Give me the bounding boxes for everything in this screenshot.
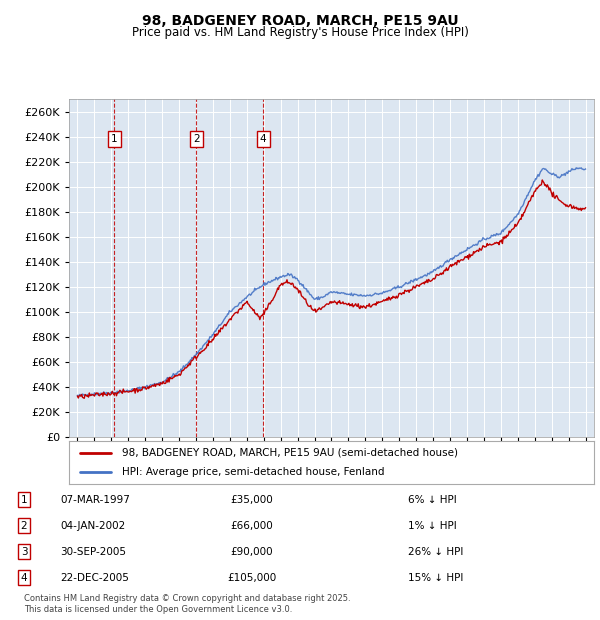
Text: 3: 3 — [20, 547, 28, 557]
Text: 2: 2 — [193, 135, 199, 144]
Text: 1: 1 — [20, 495, 28, 505]
Text: 07-MAR-1997: 07-MAR-1997 — [60, 495, 130, 505]
Text: 6% ↓ HPI: 6% ↓ HPI — [408, 495, 457, 505]
Text: 4: 4 — [20, 573, 28, 583]
Text: 15% ↓ HPI: 15% ↓ HPI — [408, 573, 463, 583]
Text: £35,000: £35,000 — [230, 495, 274, 505]
Text: 04-JAN-2002: 04-JAN-2002 — [60, 521, 125, 531]
Text: £66,000: £66,000 — [230, 521, 274, 531]
Text: 30-SEP-2005: 30-SEP-2005 — [60, 547, 126, 557]
Text: 98, BADGENEY ROAD, MARCH, PE15 9AU (semi-detached house): 98, BADGENEY ROAD, MARCH, PE15 9AU (semi… — [121, 448, 458, 458]
Text: £90,000: £90,000 — [230, 547, 274, 557]
Text: 1: 1 — [111, 135, 118, 144]
Text: 1% ↓ HPI: 1% ↓ HPI — [408, 521, 457, 531]
Text: Price paid vs. HM Land Registry's House Price Index (HPI): Price paid vs. HM Land Registry's House … — [131, 26, 469, 39]
Text: HPI: Average price, semi-detached house, Fenland: HPI: Average price, semi-detached house,… — [121, 467, 384, 477]
Text: 22-DEC-2005: 22-DEC-2005 — [60, 573, 129, 583]
Text: 26% ↓ HPI: 26% ↓ HPI — [408, 547, 463, 557]
Text: 2: 2 — [20, 521, 28, 531]
Text: 98, BADGENEY ROAD, MARCH, PE15 9AU: 98, BADGENEY ROAD, MARCH, PE15 9AU — [142, 14, 458, 28]
Text: Contains HM Land Registry data © Crown copyright and database right 2025.
This d: Contains HM Land Registry data © Crown c… — [24, 595, 350, 614]
Text: £105,000: £105,000 — [227, 573, 277, 583]
Text: 4: 4 — [260, 135, 266, 144]
